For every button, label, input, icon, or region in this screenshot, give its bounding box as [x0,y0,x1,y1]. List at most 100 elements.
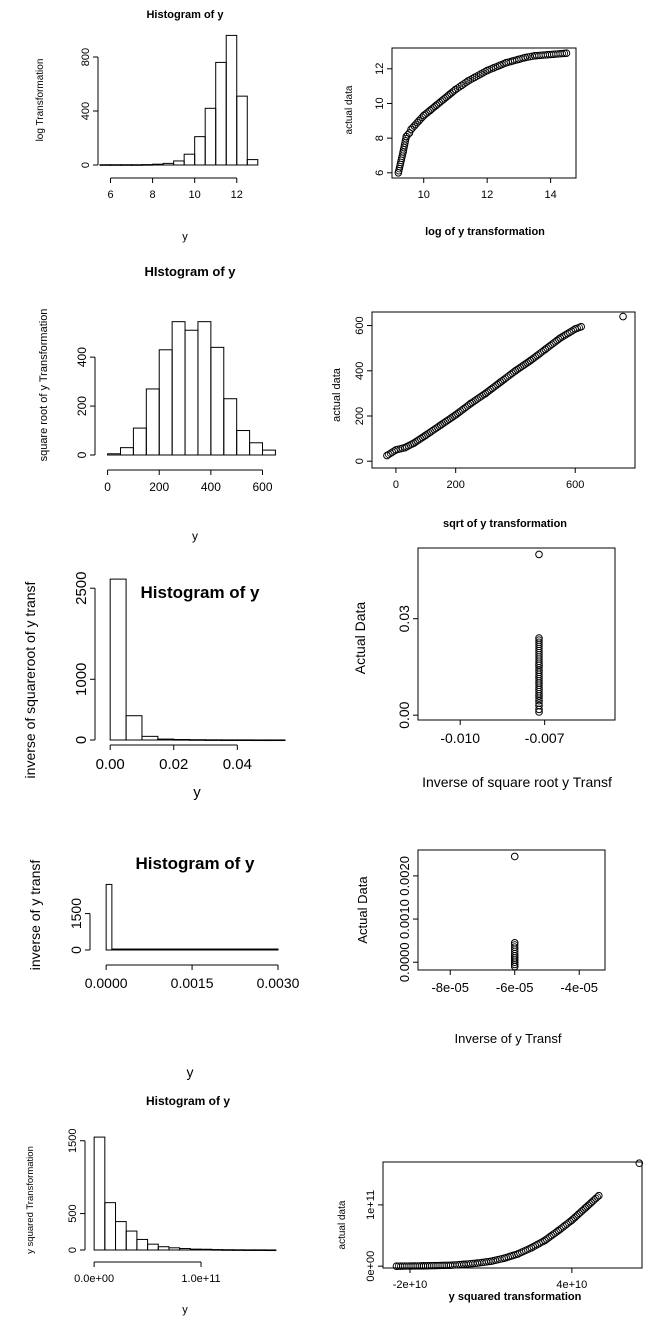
panel3-x-tick-label: 200 [149,480,169,494]
panel1-x-tick-label: 8 [150,189,156,201]
panel4-y-tick-label: 600 [354,316,366,334]
panel6-y-tick-label: 0.03 [396,605,412,632]
panel2-point [560,49,569,58]
panel4-point [565,328,574,337]
panel1-x-tick-label: 10 [189,189,201,201]
panel6-point [535,708,543,716]
panel3-bar [249,442,264,456]
panel4-point [390,447,398,455]
panel5-bar [173,739,191,741]
panel3-x-label: y [192,529,198,543]
panel10-x-tick-label: -2e+10 [393,1279,428,1291]
panel10-y-tick-label: 0e+00 [365,1251,377,1282]
panel9-bar [243,1249,255,1251]
panel7-x-tick-label: 0.0030 [257,975,300,991]
panel10-point [564,1219,573,1227]
panel10-point [531,1241,539,1250]
panel9-bar [93,1136,106,1251]
panel8-y-tick-label: 0.0010 [397,899,412,939]
panel5-y-label: inverse of squareroot of y transf [22,581,38,778]
panel3-x-tick-label: 400 [201,480,221,494]
panel3-y-label: square root of y Transformation [38,309,50,462]
panel10-point [635,1159,644,1168]
panel2-point [519,54,527,62]
panel4-point [433,423,442,432]
panel2-point [416,115,425,123]
panel1-title: Histogram of y [146,9,224,21]
panel10-point [533,1240,541,1249]
panel1-y-label: log Transformation [35,59,46,142]
panel10-point [453,1261,461,1269]
panel3-bar [210,346,225,456]
panel9-y-label: y squared Transformation [25,1146,36,1254]
panel4-point [448,413,457,421]
panel10-plot-box [382,1161,643,1269]
panel3-bar [236,430,251,456]
panel8-y-tick-label: 0.0020 [397,856,412,896]
panel6-y-tick-label: 0.00 [396,701,412,728]
panel2-y-tick-label: 12 [374,63,386,75]
panel1-bar [236,95,248,166]
panel2-point [556,50,564,58]
panel1-x-label: y [182,231,188,243]
panel10-point [578,1206,587,1215]
panel2-point [442,93,450,102]
panel3-x-tick-label: 0 [104,480,111,494]
panel1-bar [110,164,122,166]
panel2-point [412,120,420,128]
panel4-point [383,451,391,460]
panel6-point [535,699,543,707]
panel1-bar [173,160,185,166]
panel9-bar [232,1249,245,1251]
panel1-y-tick-label: 0 [80,162,92,168]
panel8-x-label: Inverse of y Transf [455,1031,562,1046]
panel9-bar [221,1249,234,1251]
panel5-x-tick-label: 0.04 [223,756,252,773]
panel10-point [551,1229,559,1237]
panel4-point [523,359,531,367]
panel4-point [404,442,413,450]
panel3-bar [158,349,173,456]
panel10-point [466,1260,475,1268]
panel2-point [523,53,532,61]
panel1-y-tick-label: 800 [80,48,92,66]
panel4-point [564,329,572,338]
panel7-x-tick-label: 0.0015 [171,975,214,991]
panel1-bar [152,163,164,166]
panel3-y-tick-label: 200 [75,396,89,416]
panel2-x-tick-label: 10 [418,189,430,201]
panel7-bar [111,948,279,951]
panel2-point [472,72,481,81]
panel9-bar [211,1249,223,1251]
panel1-x-tick-label: 12 [231,189,243,201]
panel9-y-tick-label: 500 [67,1204,79,1222]
panel4-point [386,449,395,458]
panel2-point [404,130,412,139]
panel2-point [462,78,470,87]
panel1-bar [194,136,206,166]
panel2-point [423,109,431,117]
panel3-y-tick-label: 400 [75,347,89,367]
panel4-plot-box [371,311,636,469]
panel4-x-tick-label: 600 [566,479,584,491]
panel9-x-tick-label: 0.0e+00 [74,1273,114,1285]
panel1-bar [204,107,217,166]
panel2-point [500,59,508,68]
panel10-point [413,1262,421,1270]
panel10-point [592,1194,600,1203]
panel8-point [511,947,519,956]
panel2-point [494,62,502,70]
panel8-x-tick-label: -8e-05 [431,980,469,995]
panel7-title: Histogram of y [135,854,255,873]
panel2-point [460,80,468,88]
panel10-point [529,1243,538,1251]
panel1-x-tick-label: 6 [107,189,113,201]
panel8-x-tick-label: -4e-05 [560,980,598,995]
panel9-bar [189,1248,202,1251]
panel9-bar [136,1238,149,1251]
panel10-y-tick-label: 1e+11 [365,1190,377,1220]
panel9-bar [264,1249,277,1252]
panel3-title: HIstogram of y [144,264,236,279]
panel3-bar [262,449,276,456]
panel2-y-tick-label: 6 [374,170,386,176]
